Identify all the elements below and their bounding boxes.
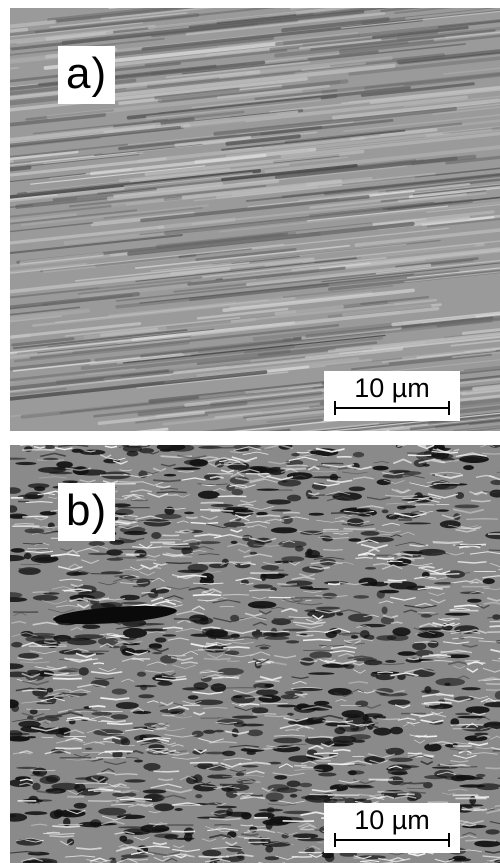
micrograph-image-b (10, 445, 500, 863)
scale-bar-text-b: 10 µm (354, 805, 430, 835)
micrograph-image-a (10, 8, 500, 431)
scale-bar-b: 10 µm (324, 803, 460, 853)
scale-bar-text-a: 10 µm (354, 373, 430, 403)
scale-bar-line-a (334, 401, 450, 415)
panel-label-b: b) (58, 483, 116, 541)
micrograph-panel-b: b) 10 µm (10, 445, 500, 863)
panel-label-a: a) (58, 46, 116, 104)
micrograph-panel-a: a) 10 µm (10, 8, 500, 431)
scale-bar-line-b (334, 833, 450, 847)
scale-bar-a: 10 µm (324, 371, 460, 421)
